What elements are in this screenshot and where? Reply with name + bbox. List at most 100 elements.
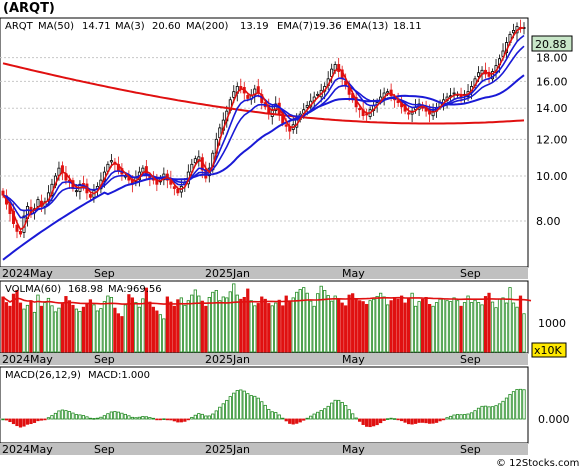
volume-unit: x10K [534,344,563,357]
volume-bar-11 [39,305,44,353]
vol-x-tick-sep-2024: Sep [94,353,115,366]
volume-bar-137 [480,304,484,353]
macd-legend-label: MACD(26,12,9) [5,370,81,381]
volume-bar-62 [218,300,222,353]
candle-body-102 [358,108,362,111]
macd-bar-52 [183,418,187,422]
macd-bar-141 [494,405,498,420]
volume-bar-146 [511,302,516,353]
volume-bar-149 [522,313,526,353]
macd-panel: MACD(26,12,9) MACD:1.000 0.000 [0,366,570,444]
volume-bar-16 [57,307,61,353]
macd-bar-23 [81,415,86,420]
volume-bar-141 [494,307,498,353]
macd-bar-82 [288,418,292,424]
macd-bar-63 [221,403,225,420]
macd-bar-44 [155,418,159,421]
volume-bar-109 [382,296,386,353]
macd-bar-115 [403,418,407,423]
volume-bar-56 [197,295,201,353]
volume-bar-49 [172,305,176,353]
macd-bar-112 [393,418,397,420]
macd-bar-91 [319,410,323,420]
volume-bar-84 [295,291,299,353]
volume-bar-13 [46,297,51,353]
macd-bar-87 [305,417,309,420]
volume-bar-63 [221,296,225,353]
macd-bar-84 [295,418,299,424]
macd-bar-6 [22,418,26,427]
volume-bar-139 [487,292,491,353]
macd-histogram [1,388,526,428]
candle-body-31 [109,160,113,163]
price-tick-5: 18.00 [536,52,568,65]
volume-bar-52 [183,304,187,353]
volume-bar-123 [431,305,435,353]
macd-bar-123 [431,418,435,424]
macd-bar-67 [235,390,239,420]
macd-bar-83 [291,418,295,425]
macd-bar-0 [1,418,5,421]
volume-bar-115 [403,302,407,353]
volume-bar-101 [354,298,358,353]
macd-bar-38 [134,417,138,420]
macd-bar-14 [50,415,54,420]
volume-bar-20 [71,304,75,353]
volume-bar-130 [455,300,460,353]
candle-body-25 [88,194,92,198]
macd-bar-69 [242,390,246,420]
volume-bar-104 [365,303,369,353]
macd-x-tick-may-2025: May [342,443,365,456]
macd-bar-140 [490,406,495,420]
macd-bar-130 [455,414,460,420]
macd-bar-125 [438,418,442,422]
macd-bar-136 [476,407,481,420]
volume-bar-87 [305,292,309,353]
macd-bar-90 [316,411,320,420]
price-tick-2: 12.00 [536,133,568,146]
volume-bars [1,283,526,353]
macd-bar-105 [368,418,372,428]
volume-bar-147 [515,306,519,353]
volume-bar-97 [340,302,344,353]
volume-bar-12 [43,302,47,353]
volume-bar-46 [162,318,166,353]
volume-bar-66 [232,283,236,353]
candle-body-41 [144,166,148,175]
macd-bar-99 [347,409,351,420]
candle-body-0 [1,190,5,196]
volume-bar-18 [64,296,68,353]
macd-bar-5 [18,418,23,428]
candle-body-40 [141,167,145,173]
volume-bar-10 [36,294,40,353]
vol-x-tick-sep-2025: Sep [460,353,481,366]
volume-bar-143 [501,297,505,353]
volume-bar-86 [302,287,306,353]
macd-bar-80 [281,417,285,420]
volume-bar-14 [50,305,54,353]
price-moving-averages [2,26,525,261]
candle-129 [452,87,456,101]
volume-bar-2 [8,305,12,353]
macd-bar-101 [354,417,358,420]
volume-bar-113 [396,298,400,353]
volume-bar-70 [246,288,250,353]
volume-bar-116 [406,298,411,353]
macd-bar-120 [420,418,425,423]
macd-bar-139 [487,406,491,420]
volume-legend-ma: MA:969.56 [108,284,162,295]
macd-bar-35 [123,413,128,420]
macd-bar-127 [445,417,449,420]
macd-bar-119 [417,418,421,423]
volume-bar-102 [358,300,362,353]
legend-ema7-value: 19.36 [313,21,342,32]
volume-bar-21 [74,308,79,353]
price-panel-frame [0,17,529,268]
volume-bar-0 [1,296,5,353]
volume-bar-54 [190,294,194,353]
volume-bar-145 [508,287,512,353]
macd-bar-56 [197,413,201,420]
macd-bar-49 [172,418,176,422]
macd-bar-46 [162,418,166,420]
macd-bar-108 [379,418,383,424]
